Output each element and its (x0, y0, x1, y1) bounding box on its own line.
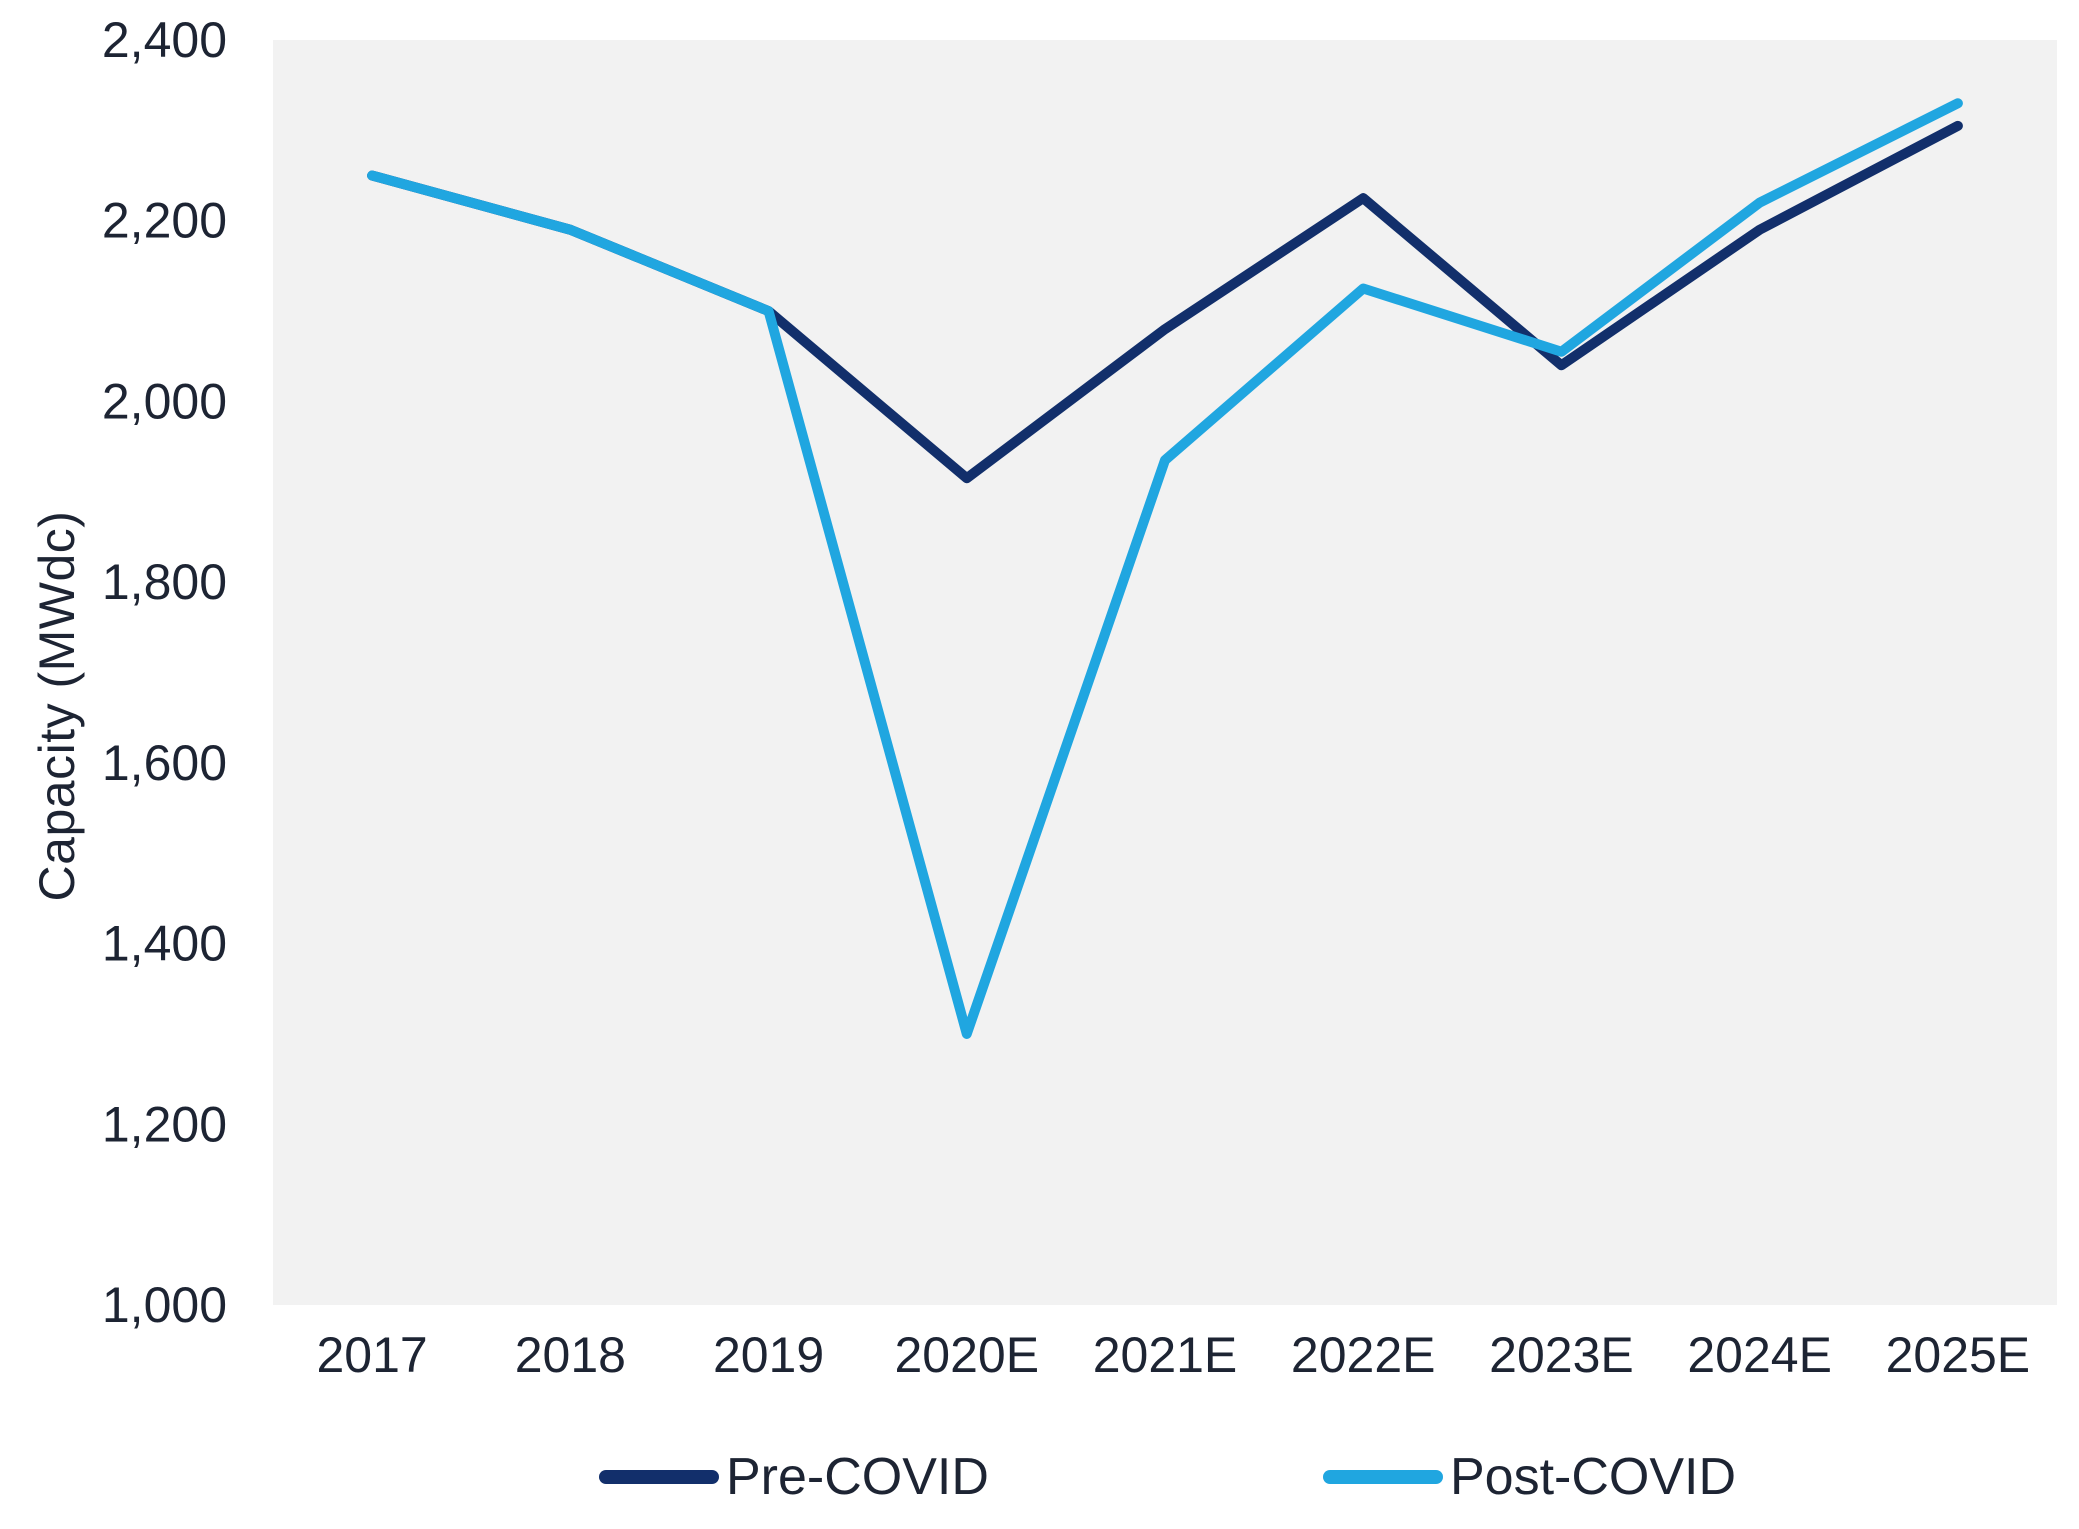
post-covid-line (367, 98, 1963, 1039)
x-tick-label: 2020E (894, 1327, 1039, 1383)
legend-label-post-covid: Post-COVID (1450, 1448, 1737, 1506)
post-covid-line-swatch (1323, 1470, 1443, 1484)
x-tick-label: 2017 (316, 1327, 427, 1383)
x-tick-label: 2019 (713, 1327, 824, 1383)
x-tick-label: 2023E (1489, 1327, 1634, 1383)
legend: Pre-COVID Post-COVID (0, 1442, 2079, 1512)
y-tick-label: 2,200 (102, 193, 227, 249)
legend-item-pre-covid: Pre-COVID (599, 1442, 989, 1512)
y-tick-label: 1,200 (102, 1096, 227, 1152)
y-tick-label: 2,400 (102, 12, 227, 68)
plot-background (273, 40, 2057, 1305)
legend-item-post-covid: Post-COVID (1323, 1442, 1736, 1512)
y-tick-label: 2,000 (102, 373, 227, 429)
y-axis-title: Capacity (MWdc) (29, 510, 85, 902)
x-tick-label: 2021E (1093, 1327, 1238, 1383)
x-tick-label: 2022E (1291, 1327, 1436, 1383)
y-tick-label: 1,400 (102, 916, 227, 972)
legend-label-pre-covid: Pre-COVID (726, 1448, 989, 1506)
x-tick-label: 2024E (1687, 1327, 1832, 1383)
x-tick-label: 2018 (515, 1327, 626, 1383)
x-tick-label: 2025E (1886, 1327, 2031, 1383)
y-tick-label: 1,000 (102, 1277, 227, 1333)
y-tick-label: 1,800 (102, 554, 227, 610)
y-tick-label: 1,600 (102, 735, 227, 791)
pre-covid-line-swatch (599, 1470, 719, 1484)
